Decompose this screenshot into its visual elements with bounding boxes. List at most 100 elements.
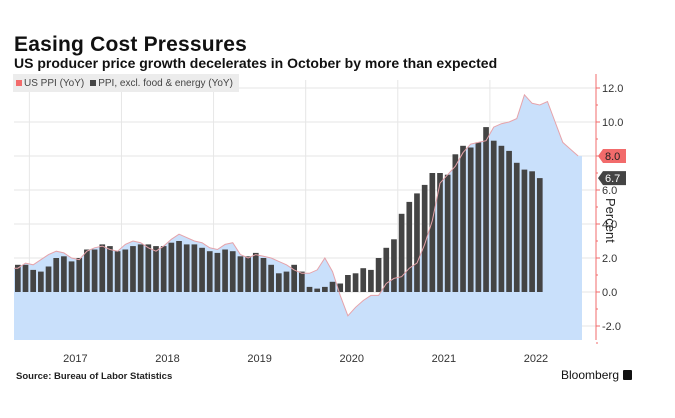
legend-swatch-ppi xyxy=(16,80,22,86)
x-tick-label: 2018 xyxy=(155,353,179,365)
core-ppi-bar xyxy=(76,258,83,292)
bloomberg-brand: Bloomberg xyxy=(561,368,633,382)
core-ppi-bar xyxy=(490,140,497,292)
core-ppi-bar xyxy=(229,251,236,292)
core-ppi-bar xyxy=(483,127,489,292)
core-ppi-bar xyxy=(337,283,344,292)
brand-name: Bloomberg xyxy=(561,368,620,382)
core-ppi-bar xyxy=(429,173,436,292)
core-ppi-bar xyxy=(53,258,60,292)
core-ppi-bar xyxy=(299,271,305,292)
core-ppi-bar xyxy=(437,173,443,292)
core-ppi-bar xyxy=(498,145,505,292)
core-ppi-bar xyxy=(467,147,474,292)
core-ppi-bar xyxy=(206,251,213,292)
core-ppi-bar xyxy=(68,261,75,292)
core-ppi-bar xyxy=(30,269,37,292)
core-ppi-bar xyxy=(222,249,228,292)
core-ppi-bar xyxy=(529,171,535,292)
last-value-flag xyxy=(598,171,626,186)
last-value-flag xyxy=(598,149,626,163)
core-ppi-bar xyxy=(15,264,21,292)
ppi-area xyxy=(14,94,582,340)
core-ppi-bar xyxy=(237,256,244,292)
y-tick-label: 4.0 xyxy=(602,219,617,231)
y-tick-label: -2.0 xyxy=(602,321,621,333)
core-ppi-bar xyxy=(145,244,152,292)
core-ppi-bar xyxy=(414,193,420,292)
core-ppi-bar xyxy=(322,286,328,292)
core-ppi-bar xyxy=(506,150,512,292)
core-ppi-bar xyxy=(391,239,397,292)
y-tick-label: 6.0 xyxy=(602,185,617,197)
core-ppi-bar xyxy=(406,201,413,292)
core-ppi-bar xyxy=(283,271,290,292)
core-ppi-bar xyxy=(153,246,159,292)
core-ppi-bar xyxy=(345,275,351,292)
legend-swatch-core xyxy=(90,80,97,86)
legend-item-ppi[interactable]: US PPI (YoY) xyxy=(16,78,84,89)
core-ppi-bar xyxy=(268,264,274,292)
x-tick-label: 2022 xyxy=(524,353,548,365)
x-tick-label: 2017 xyxy=(63,353,87,365)
core-ppi-bar xyxy=(329,281,336,292)
y-axis-label: Percent xyxy=(603,198,618,243)
core-ppi-bar xyxy=(521,169,528,292)
core-ppi-bar xyxy=(191,244,198,292)
core-ppi-bar xyxy=(38,271,44,292)
legend-label-core: PPI, excl. food & energy (YoY) xyxy=(98,77,233,89)
core-ppi-bar xyxy=(91,249,98,292)
core-ppi-bar xyxy=(183,244,190,292)
core-ppi-bar xyxy=(452,154,459,292)
core-ppi-bar xyxy=(306,286,313,292)
core-ppi-bar xyxy=(360,268,367,292)
core-ppi-bar xyxy=(22,264,29,292)
chart-subtitle: US producer price growth decelerates in … xyxy=(14,55,498,71)
core-ppi-bar xyxy=(214,252,221,292)
core-ppi-bar xyxy=(475,142,482,292)
x-tick-label: 2021 xyxy=(432,353,456,365)
last-value-label: 6.7 xyxy=(605,173,620,185)
bloomberg-logo-icon xyxy=(623,370,633,380)
core-ppi-bar xyxy=(61,256,67,292)
last-value-label: 8.0 xyxy=(605,151,620,163)
core-ppi-bar xyxy=(383,247,390,292)
core-ppi-bar xyxy=(176,241,182,292)
core-ppi-bar xyxy=(444,174,451,292)
core-ppi-bar xyxy=(513,162,520,292)
core-ppi-bar xyxy=(252,252,259,292)
core-ppi-bar xyxy=(122,249,129,292)
core-ppi-bar xyxy=(107,246,113,292)
core-ppi-bar xyxy=(137,244,144,292)
core-ppi-bar xyxy=(114,251,121,292)
core-ppi-bar xyxy=(260,258,267,292)
core-ppi-bar xyxy=(421,184,428,292)
core-ppi-bar xyxy=(84,249,90,292)
y-tick-label: 2.0 xyxy=(602,253,617,265)
source-note: Source: Bureau of Labor Statistics xyxy=(16,371,173,382)
x-tick-label: 2019 xyxy=(247,353,271,365)
chart-title: Easing Cost Pressures xyxy=(14,33,247,56)
core-ppi-bar xyxy=(398,213,405,292)
core-ppi-bar xyxy=(245,256,251,292)
core-ppi-bar xyxy=(45,266,52,292)
y-tick-label: 10.0 xyxy=(602,117,623,129)
legend: US PPI (YoY) PPI, excl. food & energy (Y… xyxy=(13,74,239,92)
core-ppi-bar xyxy=(99,244,106,292)
core-ppi-bar xyxy=(368,269,374,292)
legend-item-core[interactable]: PPI, excl. food & energy (YoY) xyxy=(90,78,233,89)
core-ppi-bar xyxy=(199,247,205,292)
y-tick-label: 0.0 xyxy=(602,287,617,299)
core-ppi-bar xyxy=(160,246,167,292)
core-ppi-bar xyxy=(291,264,297,292)
y-tick-label: 12.0 xyxy=(602,83,623,95)
legend-label-ppi: US PPI (YoY) xyxy=(24,77,85,89)
core-ppi-bar xyxy=(130,246,136,292)
core-ppi-bar xyxy=(460,145,466,292)
core-ppi-bar xyxy=(352,273,359,292)
core-ppi-bar xyxy=(314,288,321,292)
core-ppi-bar xyxy=(275,273,282,292)
core-ppi-bar xyxy=(375,258,382,292)
x-tick-label: 2020 xyxy=(339,353,363,365)
